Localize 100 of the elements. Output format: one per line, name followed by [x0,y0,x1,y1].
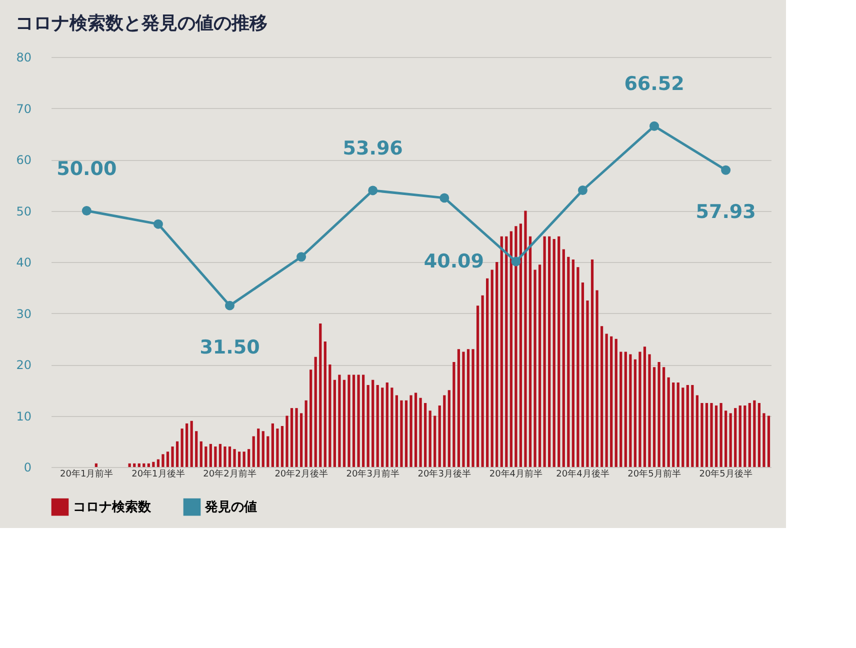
bar [548,236,551,467]
bar [524,210,527,467]
x-tick-label: 20年1月前半 [60,468,114,480]
bar [658,362,660,467]
bar [152,462,155,467]
bar [376,385,379,467]
x-tick-label: 20年1月後半 [132,468,185,480]
bar [262,431,264,467]
bar [648,354,651,467]
bar [324,341,326,467]
bar [505,236,508,467]
bar [238,452,241,467]
bar [667,377,670,467]
bar [581,282,584,467]
bar [218,444,222,467]
bar [290,408,294,467]
bar [248,449,250,467]
bar [190,420,193,467]
bar [348,374,350,467]
bar [304,400,308,467]
bar [724,410,728,467]
x-tick-label: 20年5月後半 [699,468,752,480]
bar [562,249,565,467]
bar [176,441,179,467]
bar [228,446,232,467]
bar [419,398,422,467]
bar [457,349,460,467]
bar [705,402,708,467]
bar [448,390,450,467]
bar [634,359,636,467]
bar [452,362,456,467]
bar [614,338,618,467]
bar [276,428,279,467]
data-label: 66.52 [624,73,684,96]
bar [286,416,288,467]
bar [381,388,384,467]
bar [94,463,98,467]
bar [257,428,260,467]
bar [438,406,441,467]
x-tick-label: 20年2月前半 [203,468,256,480]
y-tick-label: 10 [16,409,32,424]
bar [472,349,474,467]
bar [643,346,646,467]
y-tick-label: 50 [16,204,32,218]
data-label: 40.09 [424,250,484,273]
bar [576,267,580,467]
bar [156,459,160,467]
bar [720,402,722,467]
legend-label: 発見の値 [204,500,257,516]
bar [672,382,675,467]
bar [424,402,427,467]
bar [696,395,698,467]
bar [514,226,518,467]
bar [652,367,656,467]
bar [186,423,188,467]
x-tick-label: 20年4月前半 [489,468,543,480]
bar [366,385,370,467]
bar [620,352,622,467]
bar [605,334,608,467]
bar [691,385,694,467]
bar [404,400,408,467]
bar [590,259,594,467]
bar [271,423,274,467]
bar [314,356,317,467]
bar [629,354,632,467]
y-tick-label: 30 [16,306,32,321]
bar [400,400,403,467]
bar [753,400,756,467]
bar [338,374,341,467]
bar [414,392,418,467]
bar [538,264,542,467]
bar [204,446,208,467]
bar [357,374,360,467]
bar [138,463,140,467]
bar [395,395,398,467]
bar [528,236,532,467]
y-tick-label: 80 [16,50,32,64]
x-tick-label: 20年3月後半 [418,468,471,480]
bar [280,426,284,467]
bar [558,236,560,467]
data-label: 53.96 [342,137,403,160]
bar [500,236,503,467]
bar [142,463,146,467]
bar [758,402,761,467]
y-tick-label: 40 [16,256,32,270]
bar [209,444,212,467]
bar [133,463,136,467]
bar [686,385,689,467]
x-tick-label: 20年2月後半 [274,468,328,480]
x-tick-label: 20年3月前半 [346,468,400,480]
bar [466,349,470,467]
x-tick-label: 20年4月後半 [556,468,610,480]
bar [676,382,680,467]
bar [266,436,270,467]
bar [352,374,356,467]
bar [510,231,512,467]
data-label: 31.50 [200,336,260,359]
bar [534,270,536,467]
bar [310,370,312,467]
bar [428,410,432,467]
